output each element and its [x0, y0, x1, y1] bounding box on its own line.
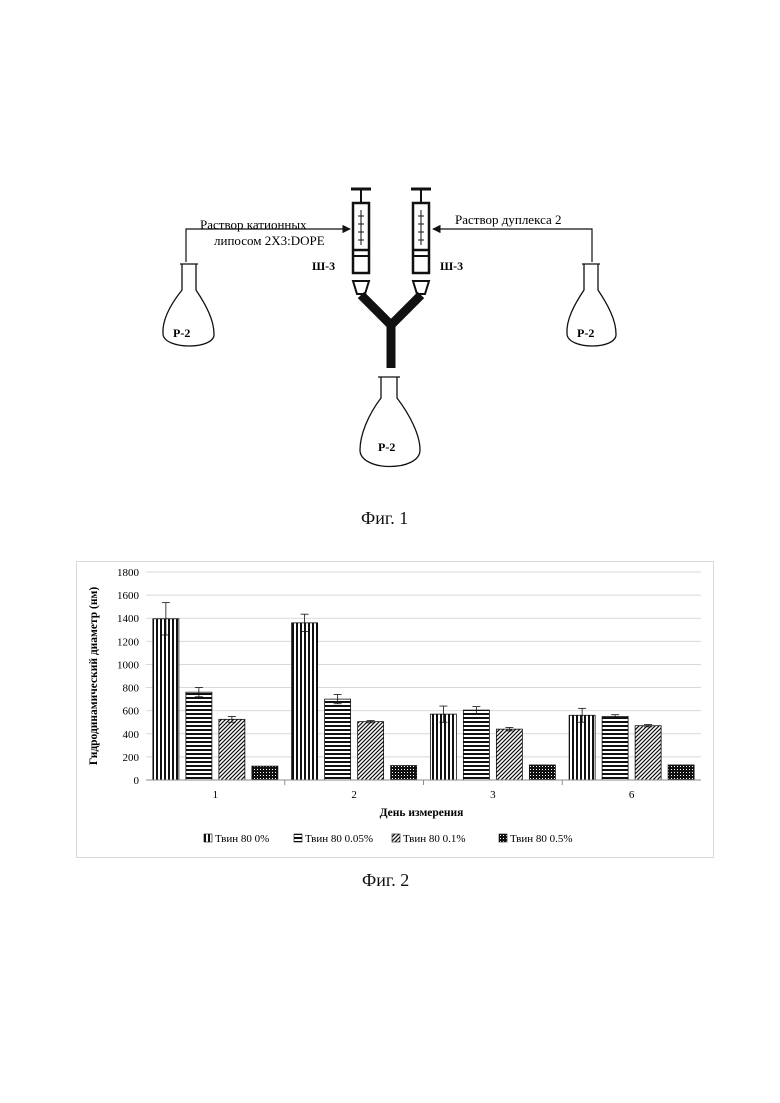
x-tick-label: 1: [213, 789, 219, 801]
legend-swatch: [392, 834, 400, 842]
syringe-right-icon: [411, 189, 431, 294]
bar: [391, 766, 417, 780]
x-tick-label: 3: [490, 789, 496, 801]
left-solution-label-line2: липосом 2Х3:DOPE: [214, 233, 325, 248]
error-bars: [162, 603, 652, 731]
right-feed-line: [433, 229, 592, 262]
legend-swatch: [204, 834, 212, 842]
bar: [325, 699, 351, 780]
bar: [463, 710, 489, 780]
bar: [529, 765, 555, 780]
legend: Твин 80 0% Твин 80 0.05% Твин 80 0.1% Твин …: [204, 833, 573, 845]
bar: [186, 692, 212, 780]
x-tick-label: 2: [351, 789, 357, 801]
bar: [635, 726, 661, 780]
x-axis-ticks: 1 2 3 6: [213, 780, 635, 801]
figure-1-caption: Фиг. 1: [361, 508, 408, 529]
flask-left-label: Р-2: [173, 326, 190, 340]
bar: [153, 619, 179, 780]
bar: [602, 716, 628, 780]
flask-right-label: Р-2: [577, 326, 594, 340]
legend-label: Твин 80 0.5%: [510, 833, 573, 845]
y-tick-label: 1800: [117, 567, 140, 579]
legend-label: Твин 80 0.1%: [403, 833, 466, 845]
figure-1-diagram: Р-2 Р-2 Р-2 Раствор катионных липосом 2Х…: [0, 0, 780, 540]
y-tick-label: 200: [123, 752, 140, 764]
figure-2-caption: Фиг. 2: [362, 870, 409, 891]
bar: [668, 765, 694, 780]
figure-2-chart: 0 200 400 600 800 1000 1200 1400 1600 1800 1 2 3 6 Г…: [76, 561, 714, 858]
y-tick-label: 0: [134, 775, 140, 787]
y-tick-label: 400: [123, 729, 140, 741]
bar: [252, 766, 278, 780]
x-axis-label: День измерения: [380, 807, 464, 819]
bar: [219, 719, 245, 780]
syringe-left-icon: [351, 189, 371, 294]
pump-right-label: Ш-3: [440, 259, 463, 273]
y-tick-label: 1400: [117, 613, 140, 625]
right-solution-label: Раствор дуплекса 2: [455, 212, 562, 227]
y-tick-label: 600: [123, 706, 140, 718]
bar: [358, 722, 384, 780]
y-junction-tubing: [361, 295, 421, 368]
bar: [430, 714, 456, 780]
y-tick-label: 800: [123, 683, 140, 695]
legend-swatch: [294, 834, 302, 842]
pump-left-label: Ш-3: [312, 259, 335, 273]
legend-label: Твин 80 0%: [215, 833, 269, 845]
left-solution-label-line1: Раствор катионных: [200, 217, 307, 232]
bar: [496, 729, 522, 780]
y-axis-ticks: 0 200 400 600 800 1000 1200 1400 1600 1800: [117, 567, 140, 787]
y-axis-label: Гидродинамический диаметр (нм): [88, 587, 100, 765]
y-tick-label: 1600: [117, 590, 140, 602]
bars: [153, 619, 694, 780]
legend-swatch: [499, 834, 507, 842]
flask-bottom-label: Р-2: [378, 440, 395, 454]
legend-label: Твин 80 0.05%: [305, 833, 373, 845]
bar: [292, 623, 318, 780]
bar: [569, 715, 595, 780]
y-tick-label: 1200: [117, 636, 140, 648]
x-tick-label: 6: [629, 789, 635, 801]
y-tick-label: 1000: [117, 659, 140, 671]
